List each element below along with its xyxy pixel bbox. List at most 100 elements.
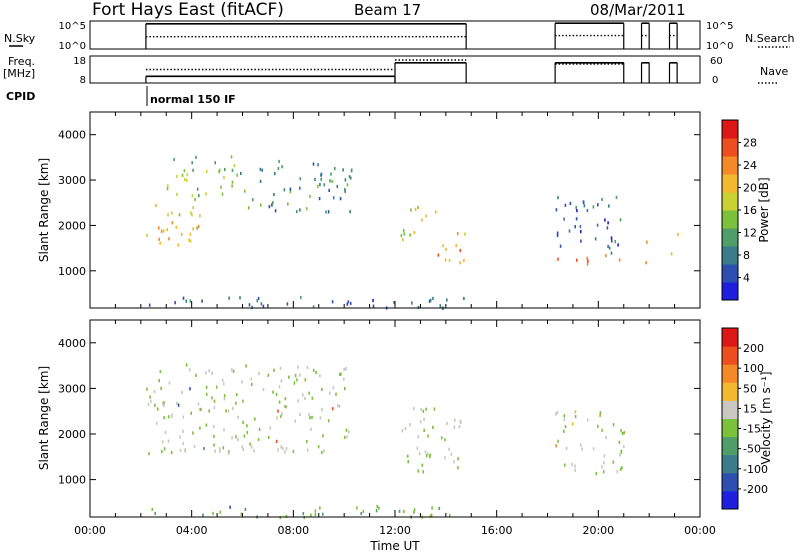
colorbar-tick-label: -200 bbox=[743, 483, 768, 496]
range-cell bbox=[317, 163, 319, 167]
range-cell bbox=[677, 232, 679, 237]
range-cell bbox=[332, 196, 335, 200]
range-cell bbox=[197, 402, 200, 406]
power-axis-ticks: 1000 2000 3000 4000 bbox=[58, 112, 701, 308]
range-cell bbox=[184, 177, 186, 182]
freq-unit-label: [MHz] bbox=[3, 67, 35, 80]
range-cell bbox=[283, 188, 286, 192]
range-cell bbox=[242, 420, 244, 424]
range-cell bbox=[205, 392, 208, 396]
range-cell bbox=[189, 368, 191, 372]
range-cell bbox=[162, 402, 164, 406]
range-cell bbox=[617, 243, 619, 247]
colorbar-tick-label: 200 bbox=[743, 342, 764, 355]
range-cell bbox=[440, 436, 443, 440]
range-cell bbox=[601, 197, 603, 202]
colorbar-swatch bbox=[722, 228, 738, 247]
range-cell bbox=[296, 378, 298, 382]
range-cell bbox=[607, 221, 609, 225]
nsearch-label: N.Search bbox=[745, 32, 795, 45]
range-cell bbox=[568, 229, 571, 233]
range-cell bbox=[345, 367, 347, 371]
range-cell bbox=[344, 187, 346, 192]
range-cell bbox=[197, 224, 200, 228]
range-cell bbox=[427, 434, 429, 438]
range-cell bbox=[306, 365, 309, 370]
range-cell bbox=[272, 201, 274, 205]
range-cell bbox=[237, 415, 239, 420]
range-cell bbox=[213, 399, 216, 403]
range-cell bbox=[240, 171, 242, 176]
range-cell bbox=[284, 450, 286, 454]
range-cell bbox=[453, 425, 456, 429]
range-cell bbox=[196, 226, 198, 230]
range-cell bbox=[432, 425, 434, 429]
colorbar-swatch bbox=[722, 490, 738, 510]
range-cell bbox=[170, 414, 173, 418]
range-cell bbox=[223, 428, 225, 432]
nsky-series-group bbox=[145, 22, 678, 49]
power-colorbar-label: Power [dB] bbox=[757, 177, 771, 242]
range-cell bbox=[401, 429, 404, 433]
range-cell bbox=[348, 430, 350, 434]
range-cell bbox=[282, 446, 284, 450]
range-cell bbox=[166, 228, 168, 232]
range-cell bbox=[259, 179, 262, 183]
x-tick-label: 04:00 bbox=[176, 524, 208, 537]
range-cell bbox=[299, 177, 302, 181]
range-cell bbox=[429, 514, 432, 518]
range-cell bbox=[563, 429, 565, 433]
range-cell bbox=[231, 184, 233, 188]
range-cell bbox=[429, 298, 432, 302]
range-cell bbox=[179, 448, 182, 453]
x-tick-label: 00:00 bbox=[74, 524, 106, 537]
range-cell bbox=[302, 512, 305, 516]
range-cell bbox=[612, 423, 615, 427]
range-cell bbox=[620, 450, 623, 454]
range-cell bbox=[215, 385, 218, 389]
range-cell bbox=[220, 185, 222, 189]
range-cell bbox=[426, 452, 429, 456]
range-cell bbox=[218, 168, 221, 172]
range-cell bbox=[645, 261, 647, 265]
range-cell bbox=[249, 442, 251, 446]
range-cell bbox=[620, 429, 622, 433]
cpid-label: CPID bbox=[6, 90, 35, 103]
range-cell bbox=[556, 410, 559, 415]
power-ylabel: Slant Range [km] bbox=[37, 158, 51, 262]
range-cell bbox=[421, 218, 423, 222]
range-cell bbox=[422, 409, 425, 413]
range-cell bbox=[444, 456, 446, 460]
range-cell bbox=[342, 168, 344, 172]
range-cell bbox=[231, 180, 234, 184]
range-cell bbox=[618, 258, 621, 262]
range-cell bbox=[619, 453, 621, 457]
colorbar-tick-label: 8 bbox=[743, 249, 750, 262]
range-cell bbox=[350, 168, 353, 172]
range-cell bbox=[146, 233, 148, 237]
range-cell bbox=[211, 396, 213, 400]
range-cell bbox=[180, 232, 183, 237]
colorbar-tick-label: 24 bbox=[743, 159, 757, 172]
range-cell bbox=[605, 254, 607, 258]
range-cell bbox=[192, 168, 194, 172]
colorbar-swatch bbox=[722, 364, 738, 383]
range-cell bbox=[235, 401, 237, 405]
range-cell bbox=[195, 373, 197, 377]
range-cell bbox=[163, 447, 166, 451]
velocity-frame bbox=[89, 319, 701, 518]
range-cell bbox=[304, 396, 306, 401]
range-cell bbox=[160, 386, 162, 390]
colorbar-swatch bbox=[722, 246, 738, 265]
range-cell bbox=[201, 299, 203, 303]
range-cell bbox=[280, 445, 282, 449]
range-cell bbox=[457, 457, 459, 461]
range-cell bbox=[459, 248, 462, 253]
range-cell bbox=[372, 298, 374, 303]
range-cell bbox=[171, 221, 174, 225]
range-cell bbox=[312, 368, 315, 372]
range-cell bbox=[411, 301, 413, 305]
range-cell bbox=[248, 303, 251, 307]
range-cell bbox=[449, 513, 451, 517]
range-cell bbox=[556, 233, 559, 237]
